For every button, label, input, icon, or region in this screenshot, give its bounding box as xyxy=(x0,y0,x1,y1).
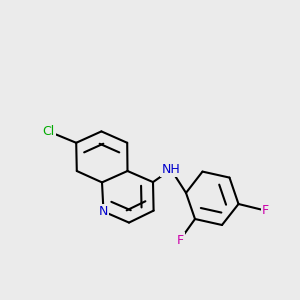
Text: F: F xyxy=(262,204,269,217)
Text: Cl: Cl xyxy=(43,125,55,138)
Text: N: N xyxy=(99,205,108,218)
Text: NH: NH xyxy=(162,163,180,176)
Text: F: F xyxy=(176,233,184,247)
